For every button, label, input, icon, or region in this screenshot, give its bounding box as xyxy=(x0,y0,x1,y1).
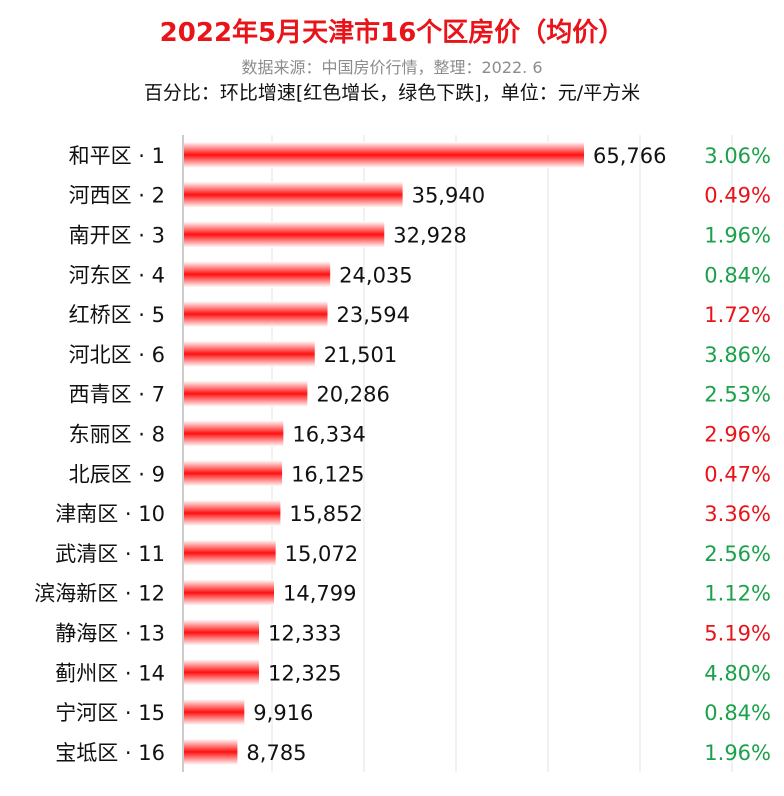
category-label: 河西区 · 2 xyxy=(69,184,165,208)
bar xyxy=(184,460,283,487)
change-label: 3.86% xyxy=(704,343,771,367)
bar xyxy=(184,619,260,646)
value-label: 14,799 xyxy=(283,582,356,606)
category-label: 滨海新区 · 12 xyxy=(34,582,165,606)
change-label: 3.06% xyxy=(704,144,771,168)
change-label: 0.84% xyxy=(704,263,771,287)
change-label: 1.72% xyxy=(704,303,771,327)
category-label: 东丽区 · 8 xyxy=(69,423,165,447)
category-label: 武清区 · 11 xyxy=(55,542,165,566)
change-label: 5.19% xyxy=(704,622,771,646)
value-label: 24,035 xyxy=(339,263,412,287)
data-source: 数据来源：中国房价行情，整理：2022. 6 xyxy=(241,58,543,77)
value-label: 15,852 xyxy=(289,502,362,526)
change-label: 0.84% xyxy=(704,701,771,725)
bar xyxy=(184,141,584,168)
change-label: 0.47% xyxy=(704,462,771,486)
change-label: 1.96% xyxy=(704,224,771,248)
bar xyxy=(184,579,275,606)
value-label: 35,940 xyxy=(412,184,485,208)
value-label: 15,072 xyxy=(285,542,358,566)
value-label: 21,501 xyxy=(324,343,397,367)
bar xyxy=(184,738,238,765)
change-label: 1.12% xyxy=(704,582,771,606)
category-label: 宁河区 · 15 xyxy=(55,701,165,725)
value-label: 16,125 xyxy=(291,462,364,486)
value-label: 16,334 xyxy=(292,423,365,447)
category-label: 河东区 · 4 xyxy=(69,263,165,287)
category-label: 静海区 · 13 xyxy=(55,622,165,646)
category-label: 河北区 · 6 xyxy=(69,343,165,367)
bar xyxy=(184,659,259,686)
legend-note: 百分比：环比增速[红色增长，绿色下跌]，单位：元/平方米 xyxy=(143,82,641,104)
value-label: 8,785 xyxy=(246,741,306,765)
value-label: 65,766 xyxy=(593,144,666,168)
chart-title: 2022年5月天津市16个区房价（均价） xyxy=(159,18,625,48)
category-label: 南开区 · 3 xyxy=(69,224,165,248)
bar-marks: 和平区 · 1 65,766 3.06% 河西区 · 2 35,940 0.49% 南开区 … xyxy=(34,141,771,765)
bar xyxy=(184,261,331,288)
bar xyxy=(184,539,276,566)
value-label: 32,928 xyxy=(393,224,466,248)
change-label: 1.96% xyxy=(704,741,771,765)
category-label: 宝坻区 · 16 xyxy=(55,741,165,765)
change-label: 0.49% xyxy=(704,184,771,208)
category-label: 蓟州区 · 14 xyxy=(55,661,165,685)
change-label: 3.36% xyxy=(704,502,771,526)
bar xyxy=(184,221,385,248)
bar xyxy=(184,420,284,447)
bar xyxy=(184,181,403,208)
change-label: 2.53% xyxy=(704,383,771,407)
value-label: 12,325 xyxy=(268,661,341,685)
change-label: 4.80% xyxy=(704,661,771,685)
value-label: 20,286 xyxy=(316,383,389,407)
bar xyxy=(184,380,308,407)
value-label: 23,594 xyxy=(337,303,410,327)
value-label: 12,333 xyxy=(268,622,341,646)
bar xyxy=(184,699,245,726)
change-label: 2.96% xyxy=(704,423,771,447)
change-label: 2.56% xyxy=(704,542,771,566)
bar xyxy=(184,500,281,527)
category-label: 和平区 · 1 xyxy=(69,144,165,168)
value-label: 9,916 xyxy=(253,701,313,725)
bar xyxy=(184,301,328,328)
category-label: 西青区 · 7 xyxy=(69,383,165,407)
category-label: 津南区 · 10 xyxy=(55,502,165,526)
category-label: 北辰区 · 9 xyxy=(69,462,165,486)
category-label: 红桥区 · 5 xyxy=(69,303,165,327)
bar xyxy=(184,340,315,367)
